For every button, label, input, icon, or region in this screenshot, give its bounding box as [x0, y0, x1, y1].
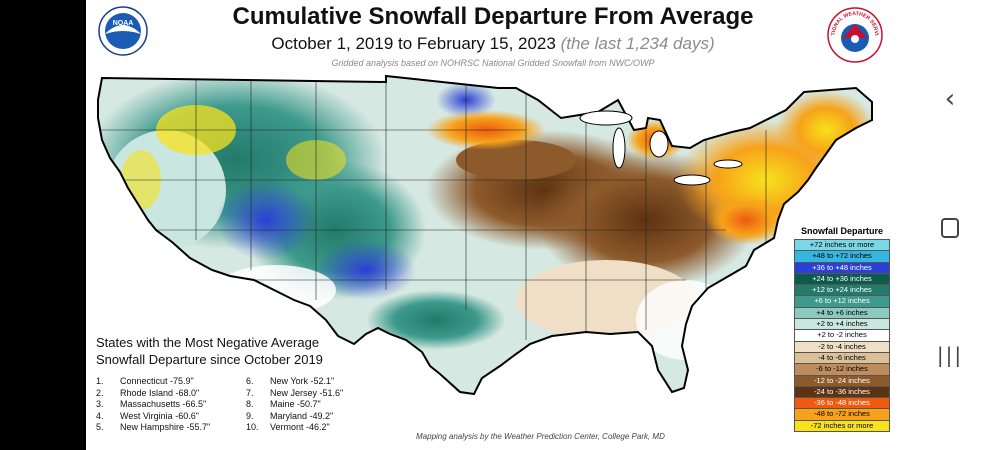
nws-logo: NATIONAL WEATHER SERVICE — [824, 2, 884, 69]
rankings-heading: States with the Most Negative Average Sn… — [96, 334, 396, 368]
ranking-item: 4. West Virginia -60.6" — [96, 411, 246, 422]
legend-item: +12 to +24 inches — [794, 285, 890, 297]
ranking-number: 6. — [246, 376, 254, 386]
ranking-item: 5. New Hampshire -55.7" — [96, 422, 246, 433]
ranking-number: 4. — [96, 410, 104, 421]
back-button[interactable]: ‹ — [944, 84, 956, 114]
legend-item: -24 to -36 inches — [794, 386, 890, 399]
legend-item: +36 to +48 inches — [794, 262, 890, 274]
map-title: Cumulative Snowfall Departure From Avera… — [232, 3, 754, 30]
ranking-number: 1. — [96, 376, 104, 386]
map-subtitle: October 1, 2019 to February 15, 2023 (th… — [86, 34, 900, 54]
ranking-number: 5. — [96, 422, 104, 433]
ranking-item: 6. New York -52.1" — [246, 376, 396, 387]
legend-rows: +72 inches or more +48 to +72 inches +36 t… — [794, 239, 890, 433]
legend-item: +72 inches or more — [794, 239, 890, 252]
ranking-text: Connecticut -75.9" — [120, 376, 194, 386]
rankings-heading-line1: States with the Most Negative Average — [96, 335, 320, 350]
ranking-item: 8. Maine -50.7" — [246, 399, 396, 410]
ranking-item: 10. Vermont -46.2" — [246, 422, 396, 433]
ranking-number: 10. — [246, 422, 259, 433]
days-note: (the last 1,234 days) — [560, 34, 715, 53]
ranking-text: Massachusetts -66.5" — [120, 399, 207, 410]
ranking-number: 3. — [96, 399, 104, 410]
noaa-logo-text: NOAA — [113, 20, 134, 27]
noaa-logo: NOAA — [98, 6, 148, 61]
ranking-text: Maryland -49.2" — [270, 410, 334, 421]
ranking-item: 3. Massachusetts -66.5" — [96, 399, 246, 410]
ranking-text: Rhode Island -68.0" — [120, 387, 200, 398]
legend-item: -72 inches or more — [794, 420, 890, 433]
legend-item: -4 to -6 inches — [794, 352, 890, 365]
ranking-text: New Jersey -51.6" — [270, 387, 344, 398]
legend-item: +6 to +12 inches — [794, 296, 890, 308]
ranking-text: Vermont -46.2" — [270, 422, 330, 433]
date-range: October 1, 2019 to February 15, 2023 — [271, 34, 556, 53]
legend-item: -6 to -12 inches — [794, 364, 890, 376]
ranking-text: New Hampshire -55.7" — [120, 422, 211, 433]
ranking-number: 9. — [246, 410, 254, 421]
legend-item: +24 to +36 inches — [794, 273, 890, 286]
credit-note: Mapping analysis by the Weather Predicti… — [416, 432, 665, 441]
ranking-item: 1. Connecticut -75.9" — [96, 376, 246, 387]
ranking-number: 7. — [246, 387, 254, 398]
ranking-text: West Virginia -60.6" — [120, 410, 199, 421]
us-snowfall-map — [97, 74, 873, 396]
recent-apps-button[interactable]: ||| — [936, 343, 964, 367]
ranking-item: 2. Rhode Island -68.0" — [96, 388, 246, 399]
ranking-item: 9. Maryland -49.2" — [246, 411, 396, 422]
snowfall-map-figure: NOAA NATIONAL WEATHER SERVICE Cumulative… — [86, 0, 900, 450]
phone-nav-bar: ‹ ||| — [900, 0, 1000, 450]
ranking-item: 7. New Jersey -51.6" — [246, 388, 396, 399]
phone-left-bezel — [0, 0, 86, 450]
rankings-list: 1. Connecticut -75.9" 6. New York -52.1" 2. R… — [96, 376, 396, 433]
source-note: Gridded analysis based on NOHRSC Nationa… — [331, 58, 655, 68]
ranking-number: 2. — [96, 387, 104, 398]
ranking-text: Maine -50.7" — [270, 399, 321, 410]
legend-item: -36 to -48 inches — [794, 398, 890, 410]
ranking-number: 8. — [246, 399, 254, 410]
rankings-heading-line2: Snowfall Departure since October 2019 — [96, 352, 323, 367]
state-rankings-panel: States with the Most Negative Average Sn… — [96, 334, 396, 433]
legend-item: +4 to +6 inches — [794, 307, 890, 320]
legend: Snowfall Departure +72 inches or more +48… — [794, 226, 890, 433]
legend-item: +2 to +4 inches — [794, 319, 890, 331]
ranking-text: New York -52.1" — [270, 376, 335, 386]
legend-title: Snowfall Departure — [800, 226, 883, 236]
legend-item: -48 to -72 inches — [794, 409, 890, 421]
home-button[interactable] — [941, 218, 959, 238]
legend-item: -2 to -4 inches — [794, 341, 890, 353]
legend-item: -12 to -24 inches — [794, 375, 890, 387]
legend-item: +2 to -2 inches — [794, 330, 890, 342]
legend-item: +48 to +72 inches — [794, 251, 890, 263]
